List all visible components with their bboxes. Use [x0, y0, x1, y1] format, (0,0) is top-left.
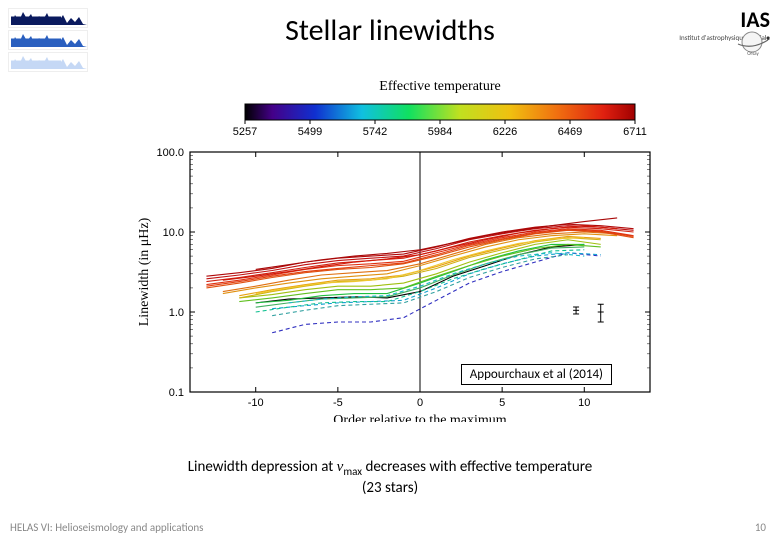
- svg-text:10.0: 10.0: [163, 227, 184, 239]
- svg-text:Linewidth (in μHz): Linewidth (in μHz): [137, 217, 152, 326]
- svg-text:Order relative to the maximum: Order relative to the maximum: [333, 413, 506, 422]
- thumbnail: [8, 52, 88, 72]
- svg-text:Orsay: Orsay: [747, 51, 759, 56]
- svg-text:5257: 5257: [233, 126, 257, 138]
- svg-text:1.0: 1.0: [169, 307, 184, 319]
- footer-left: HELAS VI: Helioseismology and applicatio…: [10, 521, 203, 534]
- svg-text:5984: 5984: [428, 126, 452, 138]
- svg-text:5: 5: [499, 397, 505, 409]
- caption-main: Linewidth depression at νmax decreases w…: [0, 458, 780, 499]
- citation-box: Appourchaux et al (2014): [461, 364, 612, 385]
- linewidth-chart: Effective temperature 5257 5499 5742 5984 622…: [130, 72, 660, 422]
- svg-text:0.1: 0.1: [169, 387, 184, 399]
- caption-text: (23 stars): [362, 479, 418, 497]
- svg-text:6226: 6226: [493, 126, 517, 138]
- caption-text: decreases with effective temperature: [362, 458, 592, 476]
- svg-text:6711: 6711: [623, 126, 647, 138]
- page-number: 10: [755, 521, 766, 534]
- svg-text:0: 0: [417, 397, 423, 409]
- symbol-sub: max: [343, 465, 362, 478]
- svg-text:6469: 6469: [558, 126, 582, 138]
- svg-text:100.0: 100.0: [156, 147, 184, 159]
- svg-text:10: 10: [578, 397, 590, 409]
- svg-text:5742: 5742: [363, 126, 387, 138]
- svg-text:-10: -10: [248, 397, 264, 409]
- svg-text:5499: 5499: [298, 126, 322, 138]
- svg-text:Effective temperature: Effective temperature: [379, 79, 500, 94]
- svg-text:-5: -5: [333, 397, 343, 409]
- planet-icon: Orsay: [736, 28, 772, 56]
- caption-text: Linewidth depression at: [188, 458, 337, 476]
- logo-ias: IAS Institut d'astrophysique spatiale Or…: [650, 6, 770, 56]
